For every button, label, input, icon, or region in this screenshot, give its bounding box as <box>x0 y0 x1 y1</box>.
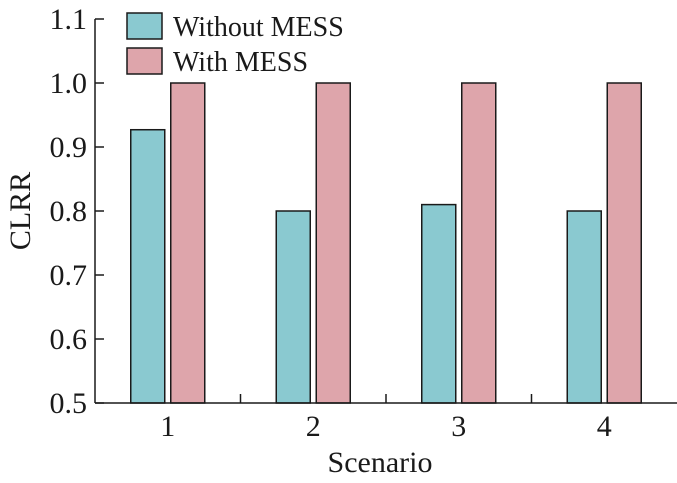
legend-label-without-mess: Without MESS <box>173 12 344 43</box>
y-tick-label: 0.6 <box>50 323 88 356</box>
y-axis-title: CLRR <box>4 172 37 250</box>
x-axis-title: Scenario <box>328 446 433 479</box>
bar-with-mess-1 <box>170 82 206 404</box>
bar-without-mess-3 <box>421 203 457 404</box>
legend-swatch-with-mess <box>126 47 163 75</box>
y-tick-label: 0.5 <box>50 387 88 420</box>
bar-without-mess-4 <box>566 210 602 404</box>
y-axis-ticks: 0.5 0.6 0.7 0.8 0.9 1.0 1.1 <box>50 3 104 420</box>
y-tick-label: 1.0 <box>50 67 88 100</box>
y-tick-label: 1.1 <box>50 3 88 36</box>
bars <box>130 82 642 404</box>
bar-with-mess-2 <box>315 82 351 404</box>
y-tick-label: 0.7 <box>50 259 88 292</box>
x-axis-ticks: 1 2 3 4 <box>160 394 612 443</box>
x-tick-label: 3 <box>451 410 466 443</box>
bar-with-mess-4 <box>606 82 642 404</box>
x-tick-label: 1 <box>160 410 175 443</box>
legend-label-with-mess: With MESS <box>173 47 308 78</box>
y-tick-label: 0.8 <box>50 195 88 228</box>
bar-with-mess-3 <box>461 82 497 404</box>
y-tick-label: 0.9 <box>50 131 88 164</box>
x-tick-label: 2 <box>306 410 321 443</box>
bar-without-mess-1 <box>130 128 166 404</box>
bar-without-mess-2 <box>275 210 311 404</box>
legend-swatch-without-mess <box>126 12 163 40</box>
x-tick-label: 4 <box>597 410 612 443</box>
legend: Without MESS With MESS <box>126 12 344 78</box>
